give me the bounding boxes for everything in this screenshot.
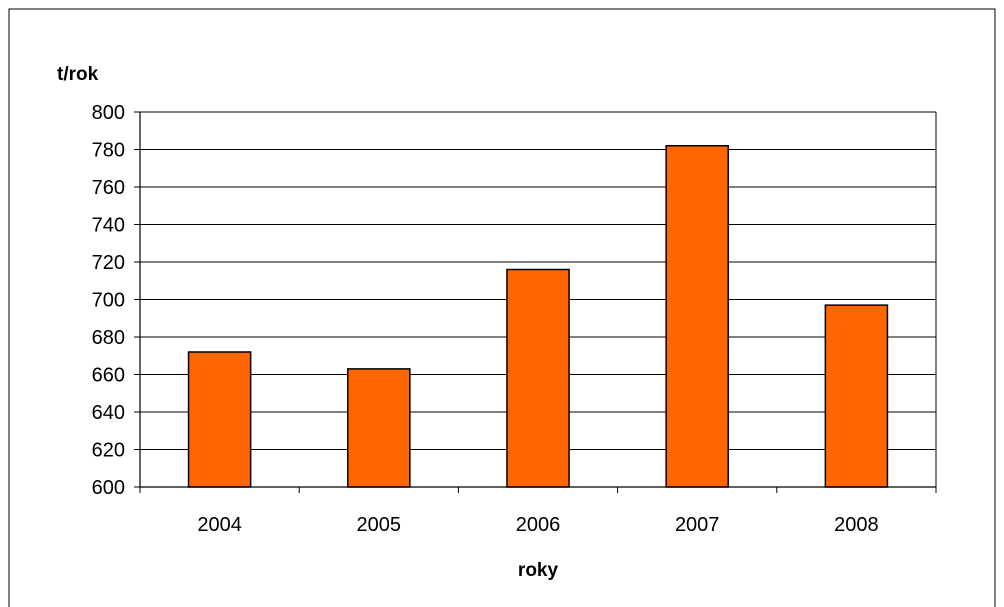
y-tick-label: 660 <box>92 365 125 387</box>
bar-2008 <box>824 304 889 488</box>
bar-2004 <box>187 351 252 488</box>
y-tick-label: 720 <box>92 252 125 274</box>
y-axis-title: t/rok <box>57 64 99 85</box>
bar-2005 <box>347 368 411 488</box>
x-tick-label: 2005 <box>357 514 402 536</box>
y-tick-label: 700 <box>92 290 125 312</box>
y-tick-label: 640 <box>92 402 125 424</box>
y-tick-label: 780 <box>92 140 125 162</box>
x-tick-label: 2007 <box>675 514 720 536</box>
axes <box>134 111 937 493</box>
x-tick-label: 2006 <box>516 514 561 536</box>
y-tick-label: 800 <box>92 102 125 124</box>
y-tick-label: 760 <box>92 177 125 199</box>
bar-2007 <box>665 145 729 488</box>
x-tick-label: 2004 <box>197 514 242 536</box>
tick-labels: 600 620 640 660 680 700 720 740 760 780 800 2004 200… <box>92 102 879 536</box>
x-axis-title: roky <box>518 560 559 581</box>
bar-2006 <box>506 268 570 488</box>
x-tick-label: 2008 <box>834 514 879 536</box>
y-tick-label: 620 <box>92 440 125 462</box>
y-tick-label: 680 <box>92 327 125 349</box>
y-tick-label: 600 <box>92 477 125 499</box>
bars <box>187 145 889 488</box>
y-tick-label: 740 <box>92 215 125 237</box>
